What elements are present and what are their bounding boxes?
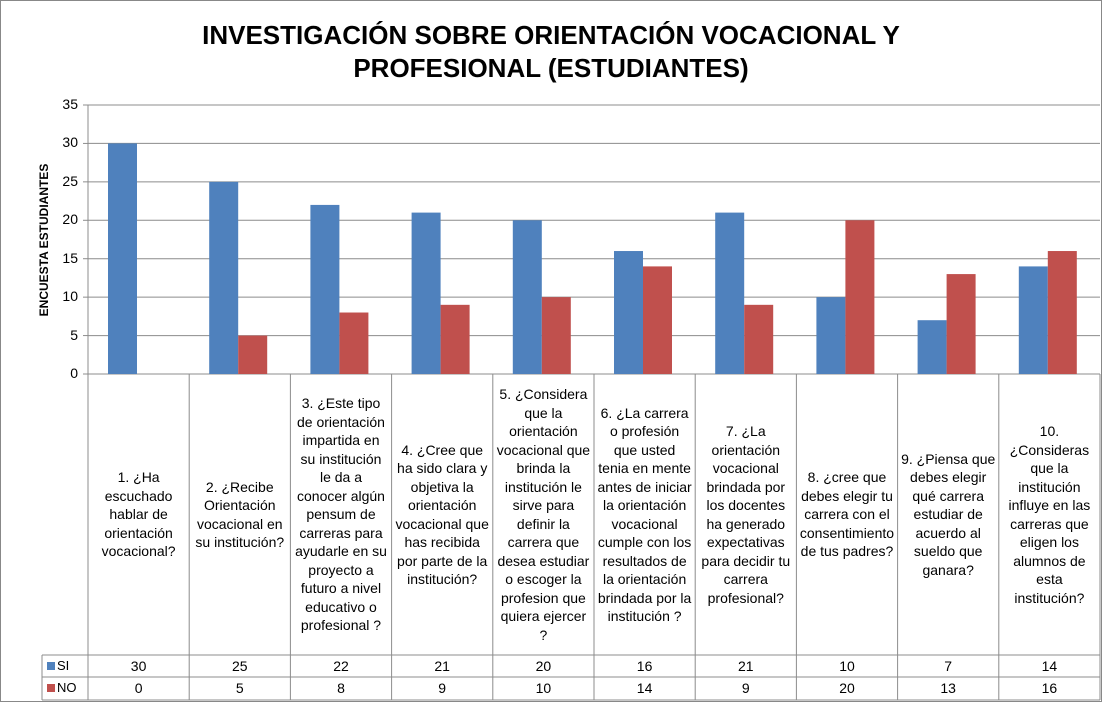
bar: [209, 181, 239, 374]
table-value: 14: [1041, 658, 1058, 674]
bar: [108, 143, 137, 374]
table-value: 14: [636, 680, 653, 696]
category-label: 2. ¿Recibe Orientación vocacional en su …: [195, 478, 285, 551]
table-value: 16: [1041, 680, 1058, 696]
table-value: 13: [940, 680, 956, 696]
category-label: 8. ¿cree que debes elegir tu carrera con…: [799, 469, 895, 560]
bar: [917, 320, 947, 374]
bar: [310, 204, 340, 374]
y-tick-label: 20: [62, 211, 78, 228]
table-value: 10: [535, 680, 552, 696]
table-value: 7: [944, 658, 953, 674]
table-value: 21: [737, 658, 754, 674]
y-axis-label: ENCUESTA ESTUDIANTES: [37, 163, 51, 317]
table-value: 20: [535, 658, 552, 674]
bar: [643, 266, 672, 374]
category-label: 6. ¿La carrera o profesión que usted ten…: [597, 404, 692, 625]
category-label: 4. ¿Cree que ha sido clara y objetiva la…: [395, 441, 489, 588]
y-tick-label: 30: [62, 134, 78, 151]
bar: [715, 212, 745, 374]
bar: [440, 304, 470, 374]
table-value: 9: [438, 680, 447, 696]
bar: [816, 297, 846, 374]
table-value: 21: [434, 658, 450, 674]
bar: [512, 220, 542, 374]
legend-label: NO: [57, 680, 77, 695]
bar: [744, 304, 774, 374]
table-value: 25: [231, 658, 248, 674]
table-value: 16: [636, 658, 653, 674]
category-label: 3. ¿Este tipo de orientación impartida e…: [295, 395, 387, 634]
category-label: 5. ¿Considera que la orientación vocacio…: [496, 386, 591, 643]
chart-title: INVESTIGACIÓN SOBRE ORIENTACIÓN VOCACION…: [202, 20, 900, 83]
table-value: 22: [333, 658, 349, 674]
y-tick-label: 35: [62, 96, 78, 112]
category-label: 7. ¿La orientación vocacional brindada p…: [701, 423, 791, 606]
table-value: 30: [130, 658, 147, 674]
category-label: 1. ¿Ha escuchado hablar de orientación v…: [101, 469, 176, 560]
legend-label: SI: [57, 658, 70, 673]
y-tick-label: 5: [70, 326, 78, 343]
bar: [1047, 251, 1077, 374]
y-tick-label: 0: [70, 365, 78, 381]
table-value: 8: [337, 680, 345, 696]
table-value: 0: [134, 680, 143, 696]
bar: [541, 297, 571, 374]
bar: [238, 335, 268, 374]
table-value: 20: [839, 680, 855, 696]
table-value: 5: [235, 680, 244, 696]
bar: [1018, 266, 1048, 374]
y-tick-label: 15: [62, 249, 78, 266]
legend-key: [47, 662, 55, 670]
category-label: 9. ¿Piensa que debes elegir qué carrera …: [901, 450, 996, 578]
bar: [946, 274, 976, 374]
bar: [614, 251, 643, 374]
legend-key: [47, 684, 55, 692]
table-value: 10: [839, 658, 855, 674]
y-tick-label: 10: [62, 288, 78, 305]
table-value: 9: [741, 680, 750, 696]
bar: [845, 220, 875, 374]
bar: [411, 212, 441, 374]
category-label: 10. ¿Consideras que la institución influ…: [1008, 423, 1091, 606]
y-tick-label: 25: [62, 172, 78, 189]
bar: [339, 312, 369, 374]
